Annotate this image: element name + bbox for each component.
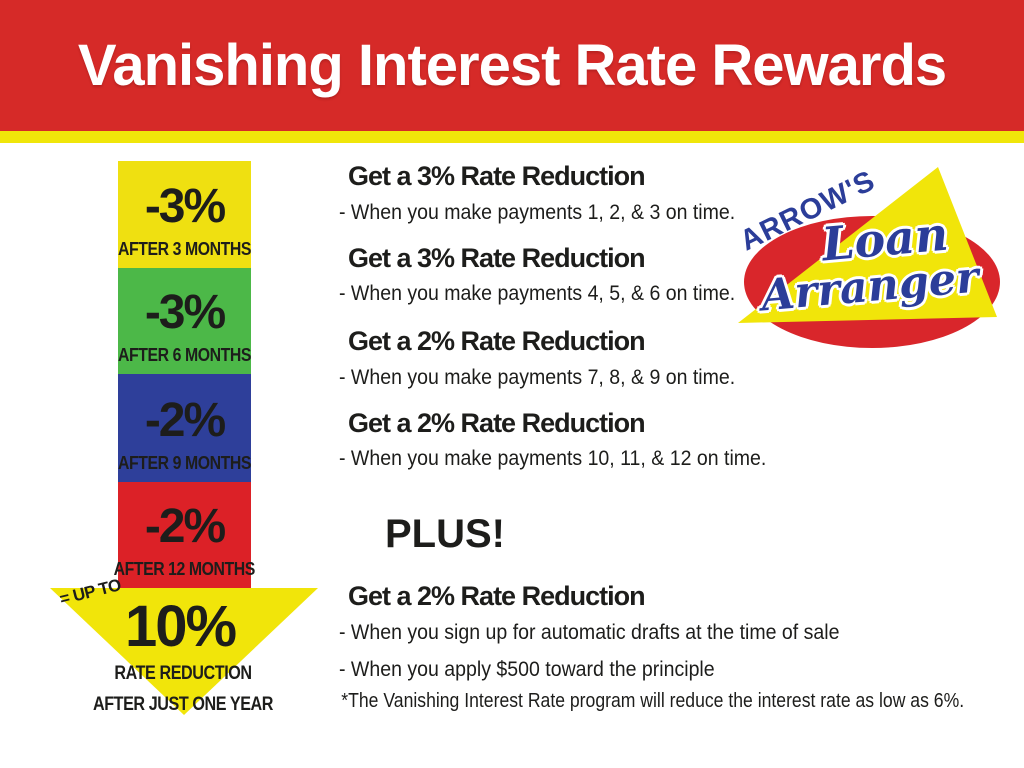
rate-segment-label: AFTER 12 MONTHS	[113, 559, 256, 579]
offer-heading-4: Get a 2% Rate Reduction	[348, 408, 646, 438]
rate-segment-value: -3%	[144, 286, 226, 340]
rate-segment-value: -3%	[144, 180, 226, 234]
down-arrow-icon	[50, 588, 318, 715]
rate-segment-3-months: -3% AFTER 3 MONTHS	[118, 161, 251, 268]
offer-bullet-1: - When you make payments 1, 2, & 3 on ti…	[339, 201, 736, 224]
offer-heading-2: Get a 3% Rate Reduction	[348, 243, 646, 273]
arrow-caption-line1: RATE REDUCTION	[114, 663, 252, 684]
final-offer-bullet-2: - When you apply $500 toward the princip…	[339, 658, 715, 681]
header-banner: Vanishing Interest Rate Rewards	[0, 0, 1024, 131]
final-offer-heading: Get a 2% Rate Reduction	[348, 581, 646, 611]
rate-segment-label: AFTER 6 MONTHS	[118, 345, 251, 365]
rate-segment-12-months: -2% AFTER 12 MONTHS	[114, 482, 256, 588]
logo-graphic	[738, 167, 1000, 348]
offer-heading-3: Get a 2% Rate Reduction	[348, 326, 646, 356]
offer-heading-1: Get a 3% Rate Reduction	[348, 161, 646, 191]
offer-bullet-2: - When you make payments 4, 5, & 6 on ti…	[339, 282, 736, 305]
rate-segment-label: AFTER 3 MONTHS	[118, 239, 251, 259]
rate-segment-label: AFTER 9 MONTHS	[118, 453, 251, 473]
rate-segment-9-months: -2% AFTER 9 MONTHS	[118, 374, 251, 482]
rate-segment-value: -2%	[144, 500, 226, 554]
logo-arrow-icon	[738, 167, 997, 323]
offer-bullet-4: - When you make payments 10, 11, & 12 on…	[339, 447, 767, 470]
page-title: Vanishing Interest Rate Rewards	[77, 33, 947, 98]
rate-segment-6-months: -3% AFTER 6 MONTHS	[118, 268, 251, 374]
arrow-total-percent: 10%	[124, 594, 237, 659]
offer-bullet-3: - When you make payments 7, 8, & 9 on ti…	[339, 366, 736, 389]
company-logo: ARROW'S Loan Arranger	[700, 150, 1020, 370]
final-offer-bullet-1: - When you sign up for automatic drafts …	[339, 621, 840, 644]
rate-segment-value: -2%	[144, 394, 226, 448]
footnote: *The Vanishing Interest Rate program wil…	[341, 690, 965, 712]
plus-label: PLUS!	[385, 512, 505, 556]
arrow-caption-line2: AFTER JUST ONE YEAR	[92, 694, 274, 715]
banner-stripe	[0, 131, 1024, 143]
